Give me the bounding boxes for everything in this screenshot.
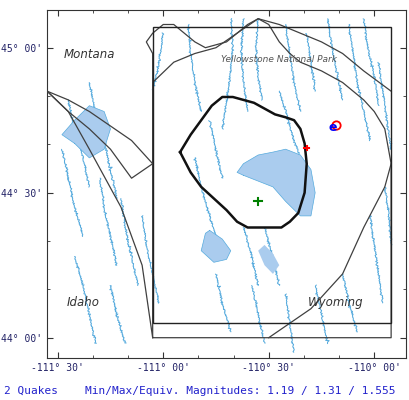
Text: 2 Quakes    Min/Max/Equiv. Magnitudes: 1.19 / 1.31 / 1.555: 2 Quakes Min/Max/Equiv. Magnitudes: 1.19… <box>4 386 395 396</box>
Text: Montana: Montana <box>63 48 115 61</box>
Bar <box>152 28 390 323</box>
Polygon shape <box>236 149 315 216</box>
Text: Idaho: Idaho <box>66 296 99 309</box>
Text: Yellowstone National Park: Yellowstone National Park <box>221 55 337 64</box>
Polygon shape <box>258 245 279 274</box>
Text: Wyoming: Wyoming <box>307 296 363 309</box>
Polygon shape <box>62 106 110 158</box>
Polygon shape <box>201 230 230 262</box>
Text: e: e <box>328 121 337 134</box>
